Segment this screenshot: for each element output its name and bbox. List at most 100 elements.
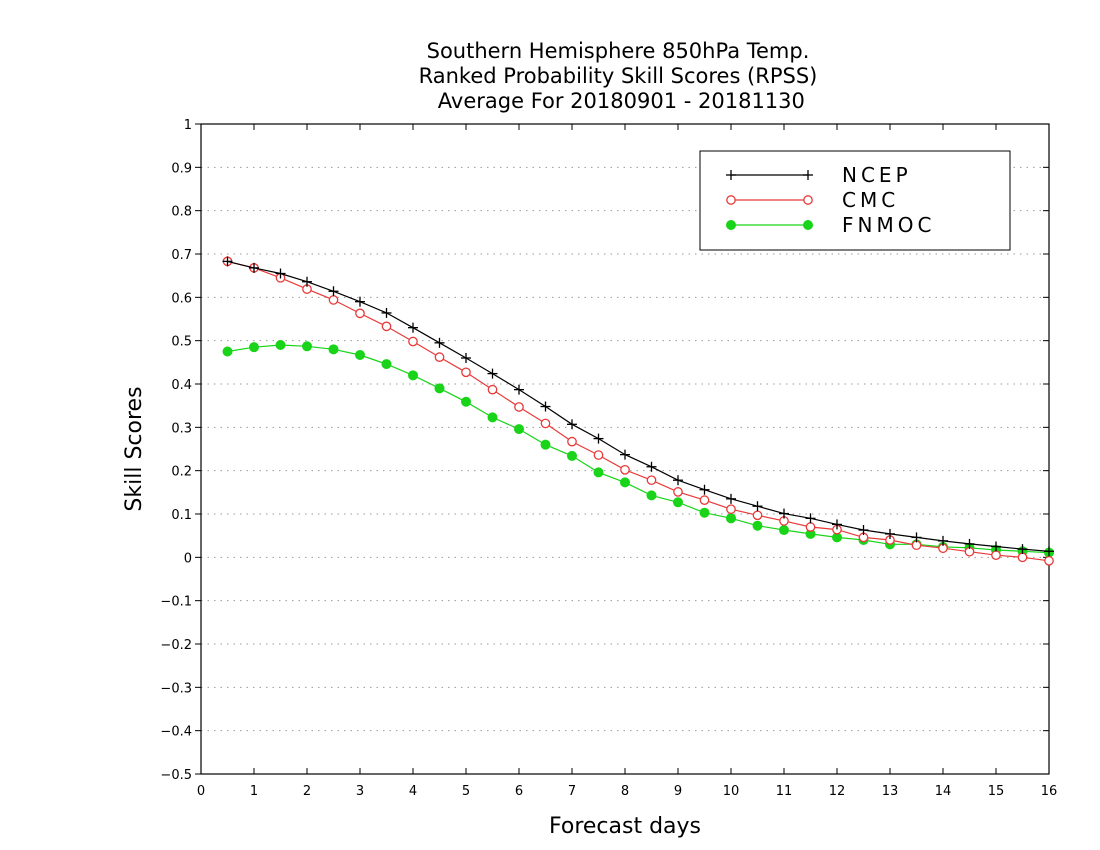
y-tick-label: 0.6 (171, 291, 192, 306)
y-tick-label: 1 (184, 118, 192, 133)
data-point-fnmoc (752, 520, 763, 531)
data-point-cmc (752, 510, 763, 521)
data-point-cmc (593, 450, 604, 460)
data-point-fnmoc (328, 344, 339, 355)
x-tick-label: 0 (197, 784, 205, 799)
data-point-fnmoc (779, 525, 789, 536)
data-point-fnmoc (726, 513, 736, 524)
data-series (222, 256, 1054, 566)
data-point-ncep (540, 401, 551, 412)
series-fnmoc (222, 340, 1054, 558)
data-point-fnmoc (593, 467, 604, 478)
data-point-cmc (328, 295, 339, 305)
data-point-ncep (752, 501, 763, 512)
y-tick-label: 0.8 (171, 205, 192, 220)
data-point-fnmoc (699, 507, 710, 518)
x-tick-label: 4 (409, 784, 417, 799)
legend-entry-cmc: CMC (726, 188, 899, 212)
data-point-ncep (779, 508, 789, 519)
y-tick-labels: −0.5 −0.4 −0.3 −0.2 −0.1 0 0.1 0.2 0.3 0.4 0.5 0.6 0… (160, 118, 192, 783)
y-tick-label: 0 (184, 551, 192, 566)
x-axis-label: Forecast days (549, 814, 701, 839)
data-point-fnmoc (222, 346, 233, 357)
data-point-cmc (991, 550, 1001, 561)
y-tick-label: 0.4 (171, 378, 192, 393)
series-ncep (222, 256, 1054, 557)
data-point-ncep (222, 256, 233, 267)
y-tick-label: 0.5 (171, 335, 192, 350)
data-point-ncep (911, 532, 922, 543)
data-point-fnmoc (355, 349, 365, 360)
data-point-fnmoc (275, 340, 286, 350)
y-tick-label: −0.4 (160, 725, 192, 740)
legend-label-fnmoc: FNMOC (842, 213, 935, 237)
data-point-ncep (991, 541, 1001, 552)
data-point-cmc (381, 321, 392, 332)
y-tick-label: −0.3 (160, 681, 192, 696)
data-point-ncep (434, 337, 445, 348)
data-point-cmc (434, 352, 445, 362)
x-tick-label: 8 (621, 784, 629, 799)
data-point-fnmoc (408, 370, 418, 381)
title-line-2: Ranked Probability Skill Scores (RPSS) (419, 64, 818, 88)
data-point-cmc (567, 436, 577, 447)
data-point-ncep (567, 419, 577, 430)
x-tick-label: 5 (462, 784, 470, 799)
data-point-ncep (408, 322, 418, 333)
data-point-fnmoc (567, 450, 577, 461)
data-point-fnmoc (381, 359, 392, 370)
x-tick-label: 10 (723, 784, 740, 799)
x-tick-label: 9 (674, 784, 682, 799)
data-point-fnmoc (434, 383, 445, 394)
data-point-ncep (620, 449, 630, 460)
data-point-cmc (514, 402, 524, 412)
data-point-cmc (646, 475, 657, 486)
legend-marker-ncep (726, 170, 736, 180)
series-line-ncep (227, 260, 1050, 552)
legend-marker-ncep (803, 170, 813, 180)
data-point-ncep (249, 262, 259, 273)
data-point-ncep (805, 513, 816, 524)
data-point-cmc (673, 487, 683, 497)
data-point-cmc (699, 495, 710, 505)
data-point-cmc (355, 308, 365, 319)
y-tick-label: 0.1 (171, 508, 192, 523)
data-point-ncep (1017, 544, 1028, 555)
data-point-cmc (461, 367, 471, 378)
title-line-1: Southern Hemisphere 850hPa Temp. (427, 39, 810, 63)
series-cmc (222, 256, 1054, 566)
x-tick-label: 11 (776, 784, 793, 799)
y-tick-label: 0.7 (171, 248, 192, 263)
x-tick-label: 13 (882, 784, 899, 799)
data-point-ncep (302, 276, 312, 287)
data-point-fnmoc (673, 497, 683, 508)
title-line-3: Average For 20180901 - 20181130 (431, 89, 805, 113)
y-tick-label: −0.5 (160, 768, 192, 783)
data-point-ncep (938, 535, 948, 546)
legend-label-cmc: CMC (842, 188, 899, 212)
data-point-ncep (858, 525, 869, 536)
data-point-ncep (1044, 546, 1054, 557)
legend-label-ncep: NCEP (842, 163, 912, 187)
data-point-cmc (805, 522, 816, 532)
data-point-ncep (673, 475, 683, 486)
data-point-ncep (328, 286, 339, 297)
data-point-ncep (275, 268, 286, 279)
data-point-ncep (461, 353, 471, 363)
y-tick-label: −0.1 (160, 595, 192, 610)
x-tick-labels: 0 1 2 3 4 5 6 7 8 9 10 11 12 13 14 15 16 (197, 784, 1057, 799)
data-point-ncep (699, 484, 710, 495)
series-line-cmc (227, 260, 1050, 562)
y-tick-label: 0.2 (171, 465, 192, 480)
legend-marker-fnmoc (726, 220, 736, 230)
data-point-fnmoc (540, 439, 551, 450)
data-point-ncep (964, 538, 975, 549)
x-tick-label: 12 (829, 784, 846, 799)
legend-entry-fnmoc: FNMOC (726, 213, 935, 237)
x-tick-label: 7 (568, 784, 576, 799)
data-point-ncep (487, 368, 498, 379)
y-tick-label: 0.3 (171, 421, 192, 436)
data-point-ncep (514, 384, 524, 395)
